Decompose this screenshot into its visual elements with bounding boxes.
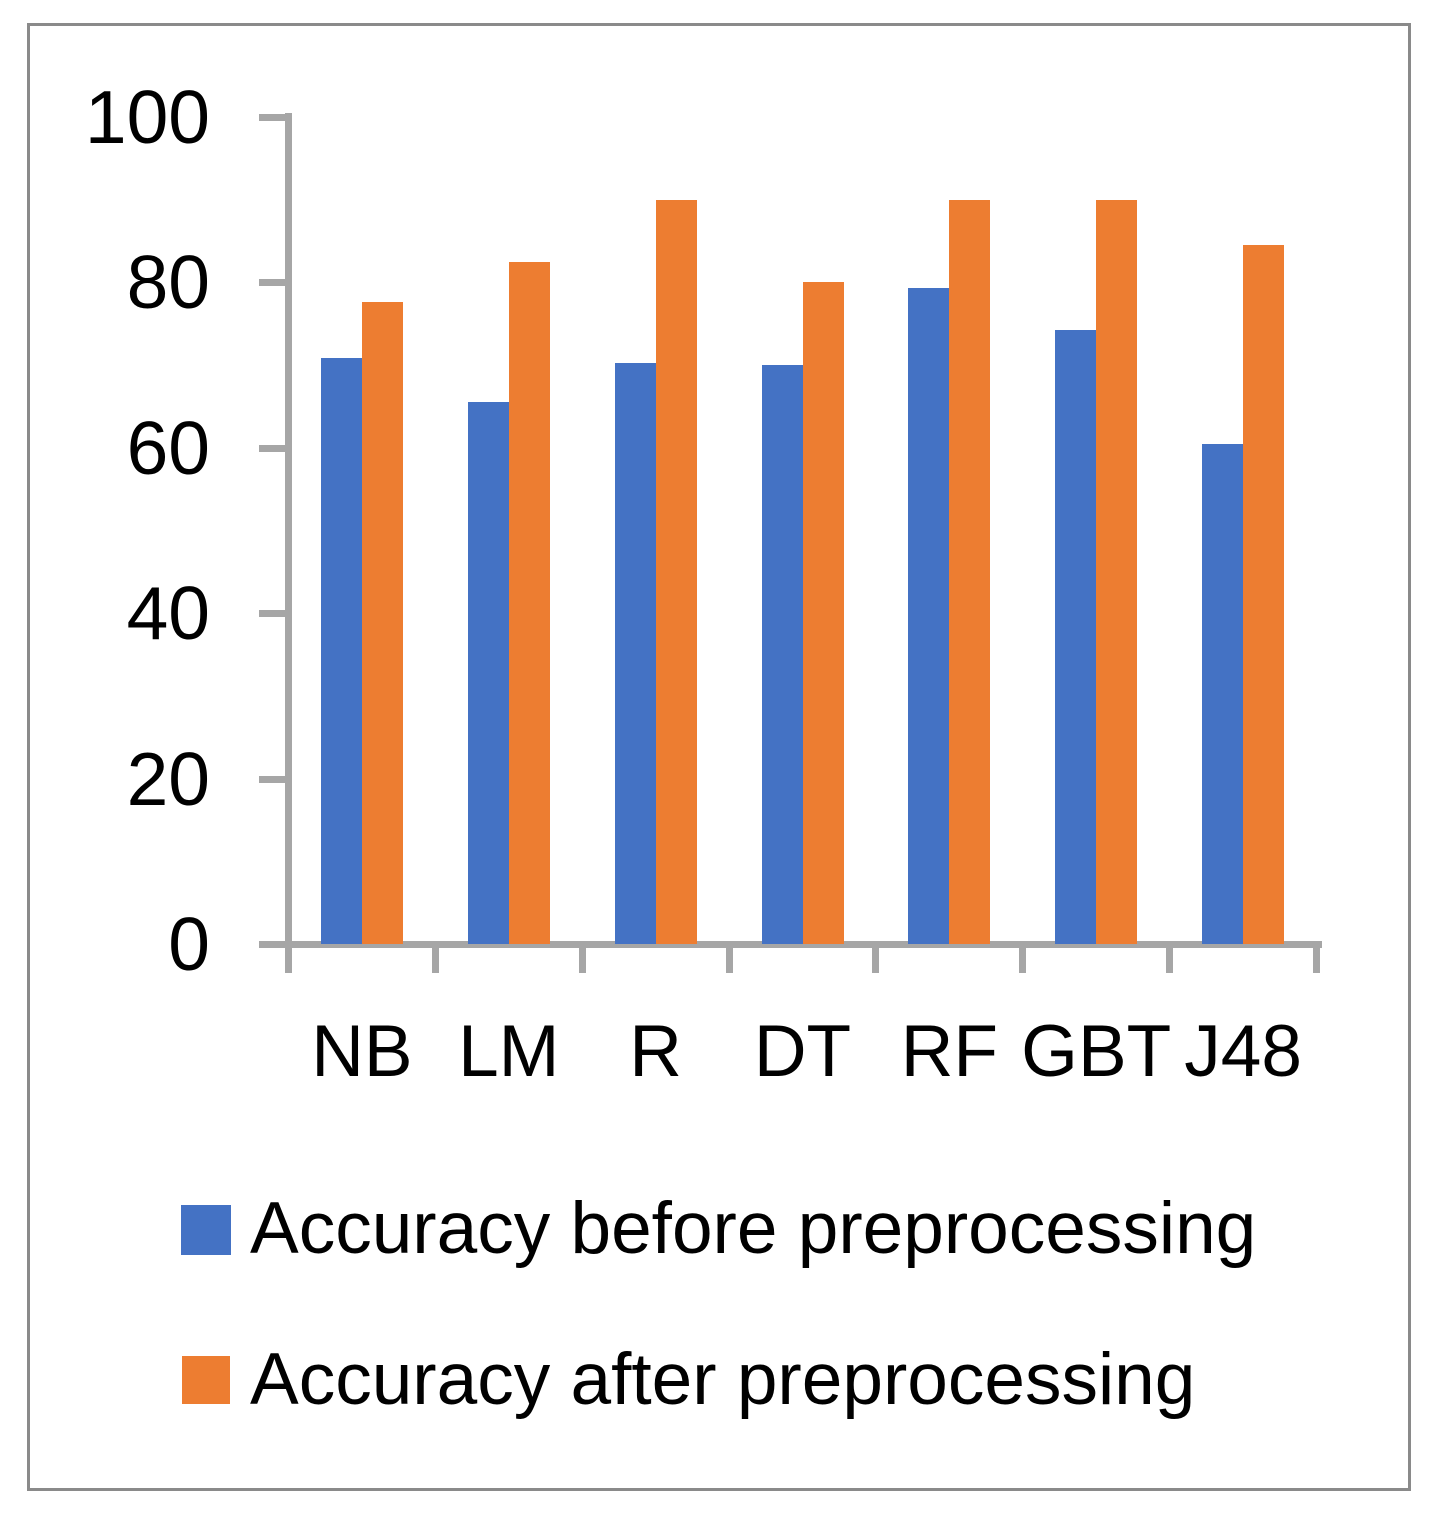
y-tick-label: 100 — [84, 75, 210, 159]
bar-before-RF — [908, 288, 950, 944]
y-tick-label: 40 — [126, 571, 210, 656]
bar-after-GBT — [1096, 199, 1138, 944]
y-tick — [259, 114, 285, 121]
y-tick-label: 0 — [168, 902, 210, 986]
x-tick — [1019, 948, 1027, 973]
y-tick-label: 60 — [126, 405, 210, 490]
x-axis-label-R: R — [629, 1011, 682, 1092]
legend-label-after: Accuracy after preprocessing — [250, 1339, 1196, 1420]
bar-before-NB — [320, 358, 362, 944]
x-axis-label-J48: J48 — [1184, 1011, 1302, 1092]
x-axis-label-LM: LM — [458, 1011, 560, 1092]
x-axis-label-NB: NB — [311, 1011, 413, 1092]
x-tick — [1166, 948, 1174, 973]
x-axis-label-GBT: GBT — [1021, 1011, 1172, 1092]
x-tick — [1313, 948, 1321, 973]
legend-label-before: Accuracy before preprocessing — [250, 1188, 1257, 1269]
bar-after-DT — [802, 282, 844, 944]
y-tick — [259, 444, 285, 452]
bar-before-GBT — [1055, 330, 1097, 944]
bar-before-R — [614, 362, 656, 944]
bar-after-RF — [949, 199, 991, 944]
bar-after-J48 — [1243, 245, 1285, 944]
legend-swatch-before — [181, 1205, 231, 1255]
y-tick — [259, 279, 285, 287]
x-tick — [725, 948, 733, 973]
y-axis-line — [285, 113, 292, 973]
bar-before-J48 — [1202, 444, 1244, 944]
x-axis-label-RF: RF — [900, 1011, 999, 1092]
bar-after-R — [655, 199, 697, 944]
bar-before-DT — [761, 365, 803, 944]
bar-after-NB — [361, 302, 403, 944]
bar-before-LM — [467, 402, 509, 944]
x-tick — [872, 948, 880, 973]
x-tick — [578, 948, 586, 973]
y-tick-label: 20 — [126, 736, 210, 821]
y-tick — [259, 941, 285, 948]
x-axis-line — [259, 941, 1322, 948]
chart-frame — [27, 23, 1411, 1491]
legend-swatch-after — [182, 1356, 230, 1404]
y-tick — [259, 610, 285, 618]
x-tick — [431, 948, 439, 973]
x-tick — [285, 948, 292, 973]
bar-after-LM — [508, 261, 550, 944]
y-tick-label: 80 — [126, 240, 210, 325]
y-tick — [259, 775, 285, 783]
x-axis-label-DT: DT — [753, 1011, 852, 1092]
